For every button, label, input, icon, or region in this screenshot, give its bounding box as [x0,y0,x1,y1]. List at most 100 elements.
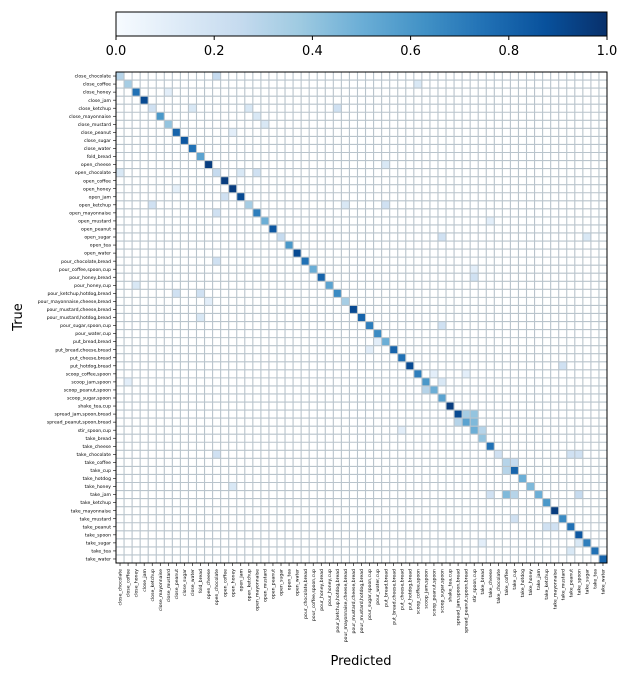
heatmap-cell [196,289,205,298]
heatmap-cell [510,514,519,523]
x-tick-label: take_honey [528,569,534,596]
heatmap-cell [454,418,463,427]
x-tick-label: open_jam [238,568,244,591]
x-tick-label: open_honey [230,569,236,597]
x-tick-label: close_mustard [166,569,172,602]
heatmap-cell [429,369,438,378]
heatmap-cell [478,434,487,443]
heatmap-cell [397,353,406,362]
heatmap-cell [333,104,342,113]
y-tick-label: take_jam [90,492,111,498]
heatmap-cell [574,538,583,547]
y-tick-label: spread_peanut,spoon,bread [47,420,111,426]
y-tick-label: take_mustard [80,516,111,522]
heatmap-cell [333,289,342,298]
heatmap-cell [381,160,390,169]
heatmap-cell [429,385,438,394]
heatmap-cell [437,377,447,386]
heatmap-cell [558,361,567,370]
y-tick-label: take_hotdog [83,476,111,482]
heatmap-cell [502,466,511,475]
heatmap-cell [164,88,173,97]
heatmap-cell [325,281,334,290]
heatmap-cell [590,546,599,555]
y-axis-label: True [11,303,26,332]
y-tick-label: take_ketchup [80,500,111,506]
x-tick-label: close_chocolate [118,569,124,606]
y-tick-label: take_chocolate [76,452,111,458]
y-tick-label: take_water [86,557,111,563]
x-tick-label: put_hotdog,bread [407,569,413,610]
x-tick-label: open_sugar [279,569,285,596]
heatmap-cell [268,224,277,233]
x-tick-label: close_mayonnaise [158,569,164,611]
y-tick-label: pour_honey,bread [69,275,111,281]
heatmap-cell [470,426,479,435]
x-tick-label: open_peanut [271,569,277,599]
heatmap-cell [470,410,479,419]
y-tick-label: scoop_jam,spoon [71,379,111,385]
x-tick-label: pour_sugar,spoon,cup [367,569,373,620]
heatmap-cell [502,458,511,467]
heatmap-cell [478,538,487,547]
heatmap-cells [116,72,607,563]
heatmap-cell [349,305,358,314]
heatmap-cell [413,369,422,378]
x-tick-label: open_cheese [206,569,212,599]
heatmap-cell [365,321,374,330]
y-tick-label: close_mustard [78,122,111,128]
heatmap-cell [188,104,197,113]
heatmap-cell [309,265,318,274]
y-tick-label: pour_mayonnaise,cheese,bread [38,299,111,305]
heatmap-cell [172,289,181,298]
x-tick-label: take_peanut [568,569,574,598]
heatmap-cell [574,450,583,459]
heatmap-cell [276,232,286,242]
x-tick-label: scoop_sugar,spoon [440,569,446,613]
y-tick-label: pour_mustard,cheese,bread [47,307,112,313]
y-tick-label: close_coffee [83,82,111,88]
x-tick-label: put_bread,cheese,bread [391,569,397,625]
heatmap-cell [526,482,535,491]
heatmap-cell [252,112,261,121]
y-tick-label: open_tea [90,243,111,249]
heatmap-cell [204,297,213,306]
heatmap-cell [220,176,229,185]
heatmap-cell [140,96,149,105]
x-tick-label: scoop_jam,spoon [423,569,429,609]
y-tick-label: close_jam [88,98,111,104]
heatmap-cell [172,128,181,137]
colorbar-tick-label: 0.4 [302,44,323,59]
heatmap-cell [285,241,294,250]
heatmap-cell [252,168,261,177]
colorbar-gradient [115,11,608,37]
y-tick-label: close_ketchup [78,106,111,112]
x-tick-label: close_coffee [126,569,132,597]
heatmap-cell [341,200,350,209]
x-tick-label: pour_water,cup [375,569,381,605]
x-tick-label: open_mustard [263,569,269,602]
heatmap-cell [228,184,237,193]
heatmap-cell [437,393,447,403]
heatmap-area [115,71,608,564]
x-tick-label: take_coffee [504,569,510,596]
y-tick-label: pour_water,cup [75,331,111,337]
y-tick-label: take_sugar [86,540,111,546]
x-tick-label: take_cheese [488,569,494,598]
colorbar-tick-label: 0.8 [498,44,519,59]
y-tick-label: close_peanut [81,130,112,136]
heatmap-cell [413,80,422,89]
colorbar-tick-label: 0.2 [204,44,225,59]
y-tick-label: pour_chocolate,bread [61,259,111,265]
heatmap-cell [373,337,382,346]
heatmap-cell [437,232,447,242]
heatmap-cell [124,80,133,89]
heatmap-cell [156,112,165,121]
y-tick-label: take_tea [91,549,111,555]
y-tick-label: open_coffee [83,178,111,184]
heatmap-cell [252,208,261,217]
x-tick-label: take_sugar [584,569,590,594]
heatmap-cell [188,144,197,153]
x-tick-label: take_water [601,569,607,594]
